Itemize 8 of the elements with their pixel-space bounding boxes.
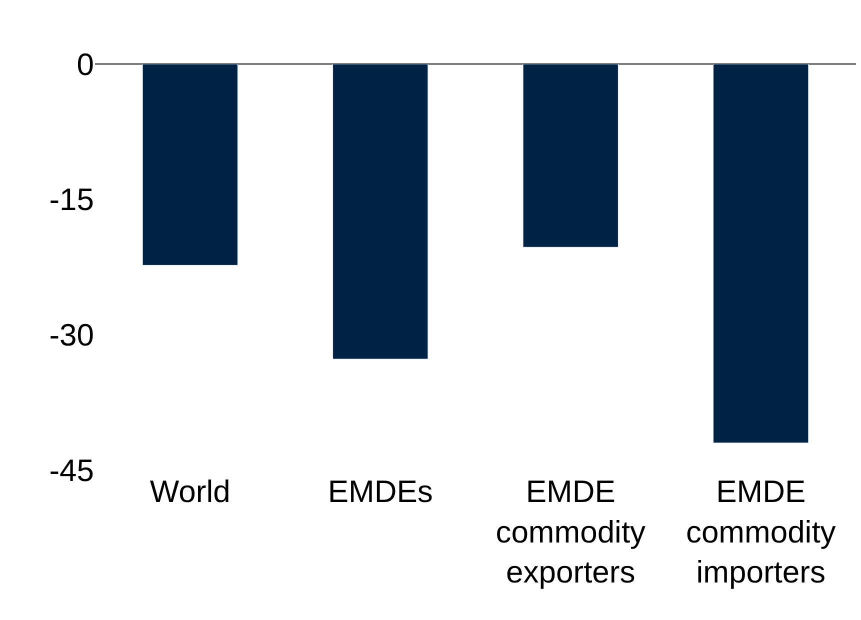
x-tick-label: EMDE commodity importers [686,474,836,590]
y-tick-label: -15 [49,182,94,218]
y-tick-label: -45 [49,452,94,488]
y-tick-label: -30 [49,318,94,353]
x-tick-label: World [150,474,230,509]
x-tick-label: EMDE commodity exporters [496,474,646,590]
x-tick-label: EMDEs [328,474,433,509]
y-tick-label: 0 [76,46,94,82]
